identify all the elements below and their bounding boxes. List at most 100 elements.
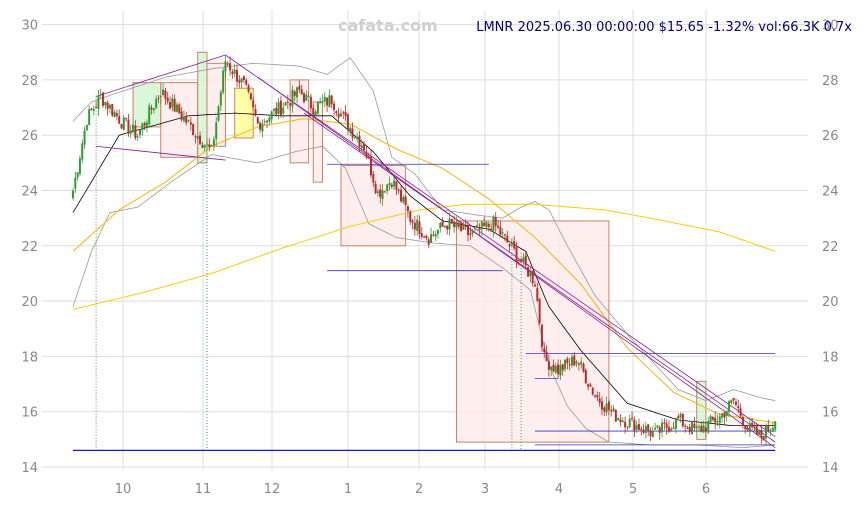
candle-body bbox=[612, 408, 615, 412]
candle-body bbox=[291, 89, 294, 107]
candle-body bbox=[173, 98, 176, 112]
candle-body bbox=[372, 173, 375, 183]
candle-body bbox=[309, 96, 312, 109]
candle-body bbox=[363, 144, 366, 151]
candle-body bbox=[460, 224, 463, 231]
candle-body bbox=[420, 233, 423, 237]
candle-body bbox=[390, 184, 393, 187]
candle-body bbox=[400, 189, 403, 202]
y-tick-label-left: 26 bbox=[21, 129, 38, 144]
candle-body bbox=[381, 190, 384, 200]
candle-body bbox=[90, 108, 93, 110]
candle-body bbox=[457, 223, 460, 227]
candle-body bbox=[598, 398, 601, 403]
candle-body bbox=[709, 415, 712, 423]
candle-body bbox=[263, 121, 266, 123]
candle-body bbox=[356, 137, 359, 139]
candle-body bbox=[649, 431, 652, 436]
candle-body bbox=[106, 102, 109, 109]
candle-body bbox=[388, 183, 391, 186]
candle-body bbox=[543, 348, 546, 353]
candle-body bbox=[748, 423, 751, 433]
candle-body bbox=[236, 70, 239, 82]
candle-body bbox=[189, 122, 192, 125]
candle-body bbox=[129, 130, 132, 134]
pattern-box-up bbox=[696, 380, 707, 440]
candle-body bbox=[180, 111, 183, 120]
candle-body bbox=[554, 365, 557, 373]
candle-body bbox=[677, 416, 680, 419]
candle-body bbox=[610, 410, 613, 412]
candle-body bbox=[695, 426, 698, 429]
candle-body bbox=[603, 407, 606, 412]
x-tick-label: 4 bbox=[555, 482, 563, 497]
candle-body bbox=[286, 101, 289, 103]
candle-body bbox=[725, 410, 728, 416]
candle-body bbox=[707, 420, 710, 433]
candle-body bbox=[487, 224, 490, 227]
candle-body bbox=[393, 180, 396, 187]
candle-body bbox=[473, 228, 476, 230]
candle-body bbox=[249, 93, 252, 100]
candle-body bbox=[617, 418, 620, 421]
candle-body bbox=[233, 69, 236, 74]
chart-title: LMNR 2025.06.30 00:00:00 $15.65 -1.32% v… bbox=[476, 20, 852, 35]
candle-body bbox=[369, 156, 372, 176]
candle-body bbox=[326, 97, 329, 106]
candle-body bbox=[205, 143, 208, 145]
candle-body bbox=[453, 221, 456, 228]
candle-body bbox=[635, 424, 638, 430]
grid-layer bbox=[42, 10, 808, 470]
candle-body bbox=[416, 219, 419, 232]
candle-body bbox=[741, 416, 744, 426]
candle-body bbox=[582, 363, 585, 372]
candle-body bbox=[513, 241, 516, 249]
candle-body bbox=[711, 417, 714, 420]
candle-body bbox=[346, 114, 349, 130]
candle-body bbox=[561, 364, 564, 371]
candle-body bbox=[102, 92, 105, 106]
candle-body bbox=[490, 228, 493, 232]
candle-body bbox=[774, 421, 777, 430]
candle-body bbox=[621, 420, 624, 422]
candle-body bbox=[434, 234, 437, 237]
candle-body bbox=[97, 95, 100, 110]
x-tick-label: 3 bbox=[481, 482, 489, 497]
candle-body bbox=[670, 428, 673, 432]
candle-body bbox=[132, 124, 135, 132]
candle-body bbox=[164, 90, 167, 99]
candle-body bbox=[681, 413, 684, 427]
candle-body bbox=[494, 217, 497, 226]
candle-body bbox=[573, 355, 576, 366]
candle-body bbox=[212, 139, 215, 146]
candle-body bbox=[499, 227, 502, 235]
candle-body bbox=[411, 220, 414, 223]
candle-body bbox=[351, 128, 354, 138]
candle-body bbox=[367, 156, 370, 158]
y-tick-label-left: 22 bbox=[21, 240, 38, 255]
candle-body bbox=[330, 95, 333, 105]
candle-body bbox=[762, 436, 765, 441]
candle-body bbox=[333, 103, 336, 110]
candle-body bbox=[360, 145, 363, 149]
candle-body bbox=[376, 191, 379, 194]
candle-body bbox=[409, 211, 412, 222]
y-tick-label-right: 16 bbox=[822, 406, 839, 421]
candle-body bbox=[314, 111, 317, 116]
y-tick-label-right: 28 bbox=[822, 74, 839, 89]
candle-body bbox=[81, 143, 84, 160]
candle-body bbox=[259, 122, 262, 130]
vertical-markers bbox=[95, 95, 522, 451]
candle-body bbox=[203, 144, 206, 148]
candle-body bbox=[448, 218, 451, 230]
candle-body bbox=[242, 76, 245, 80]
candlesticks bbox=[72, 54, 777, 445]
candle-body bbox=[577, 363, 580, 365]
long-ma-line bbox=[72, 203, 776, 310]
y-tick-label-right: 24 bbox=[822, 185, 839, 200]
candle-body bbox=[148, 105, 151, 125]
candle-body bbox=[122, 117, 125, 130]
candle-body bbox=[570, 356, 573, 366]
candle-body bbox=[751, 422, 754, 428]
candle-body bbox=[564, 359, 567, 370]
